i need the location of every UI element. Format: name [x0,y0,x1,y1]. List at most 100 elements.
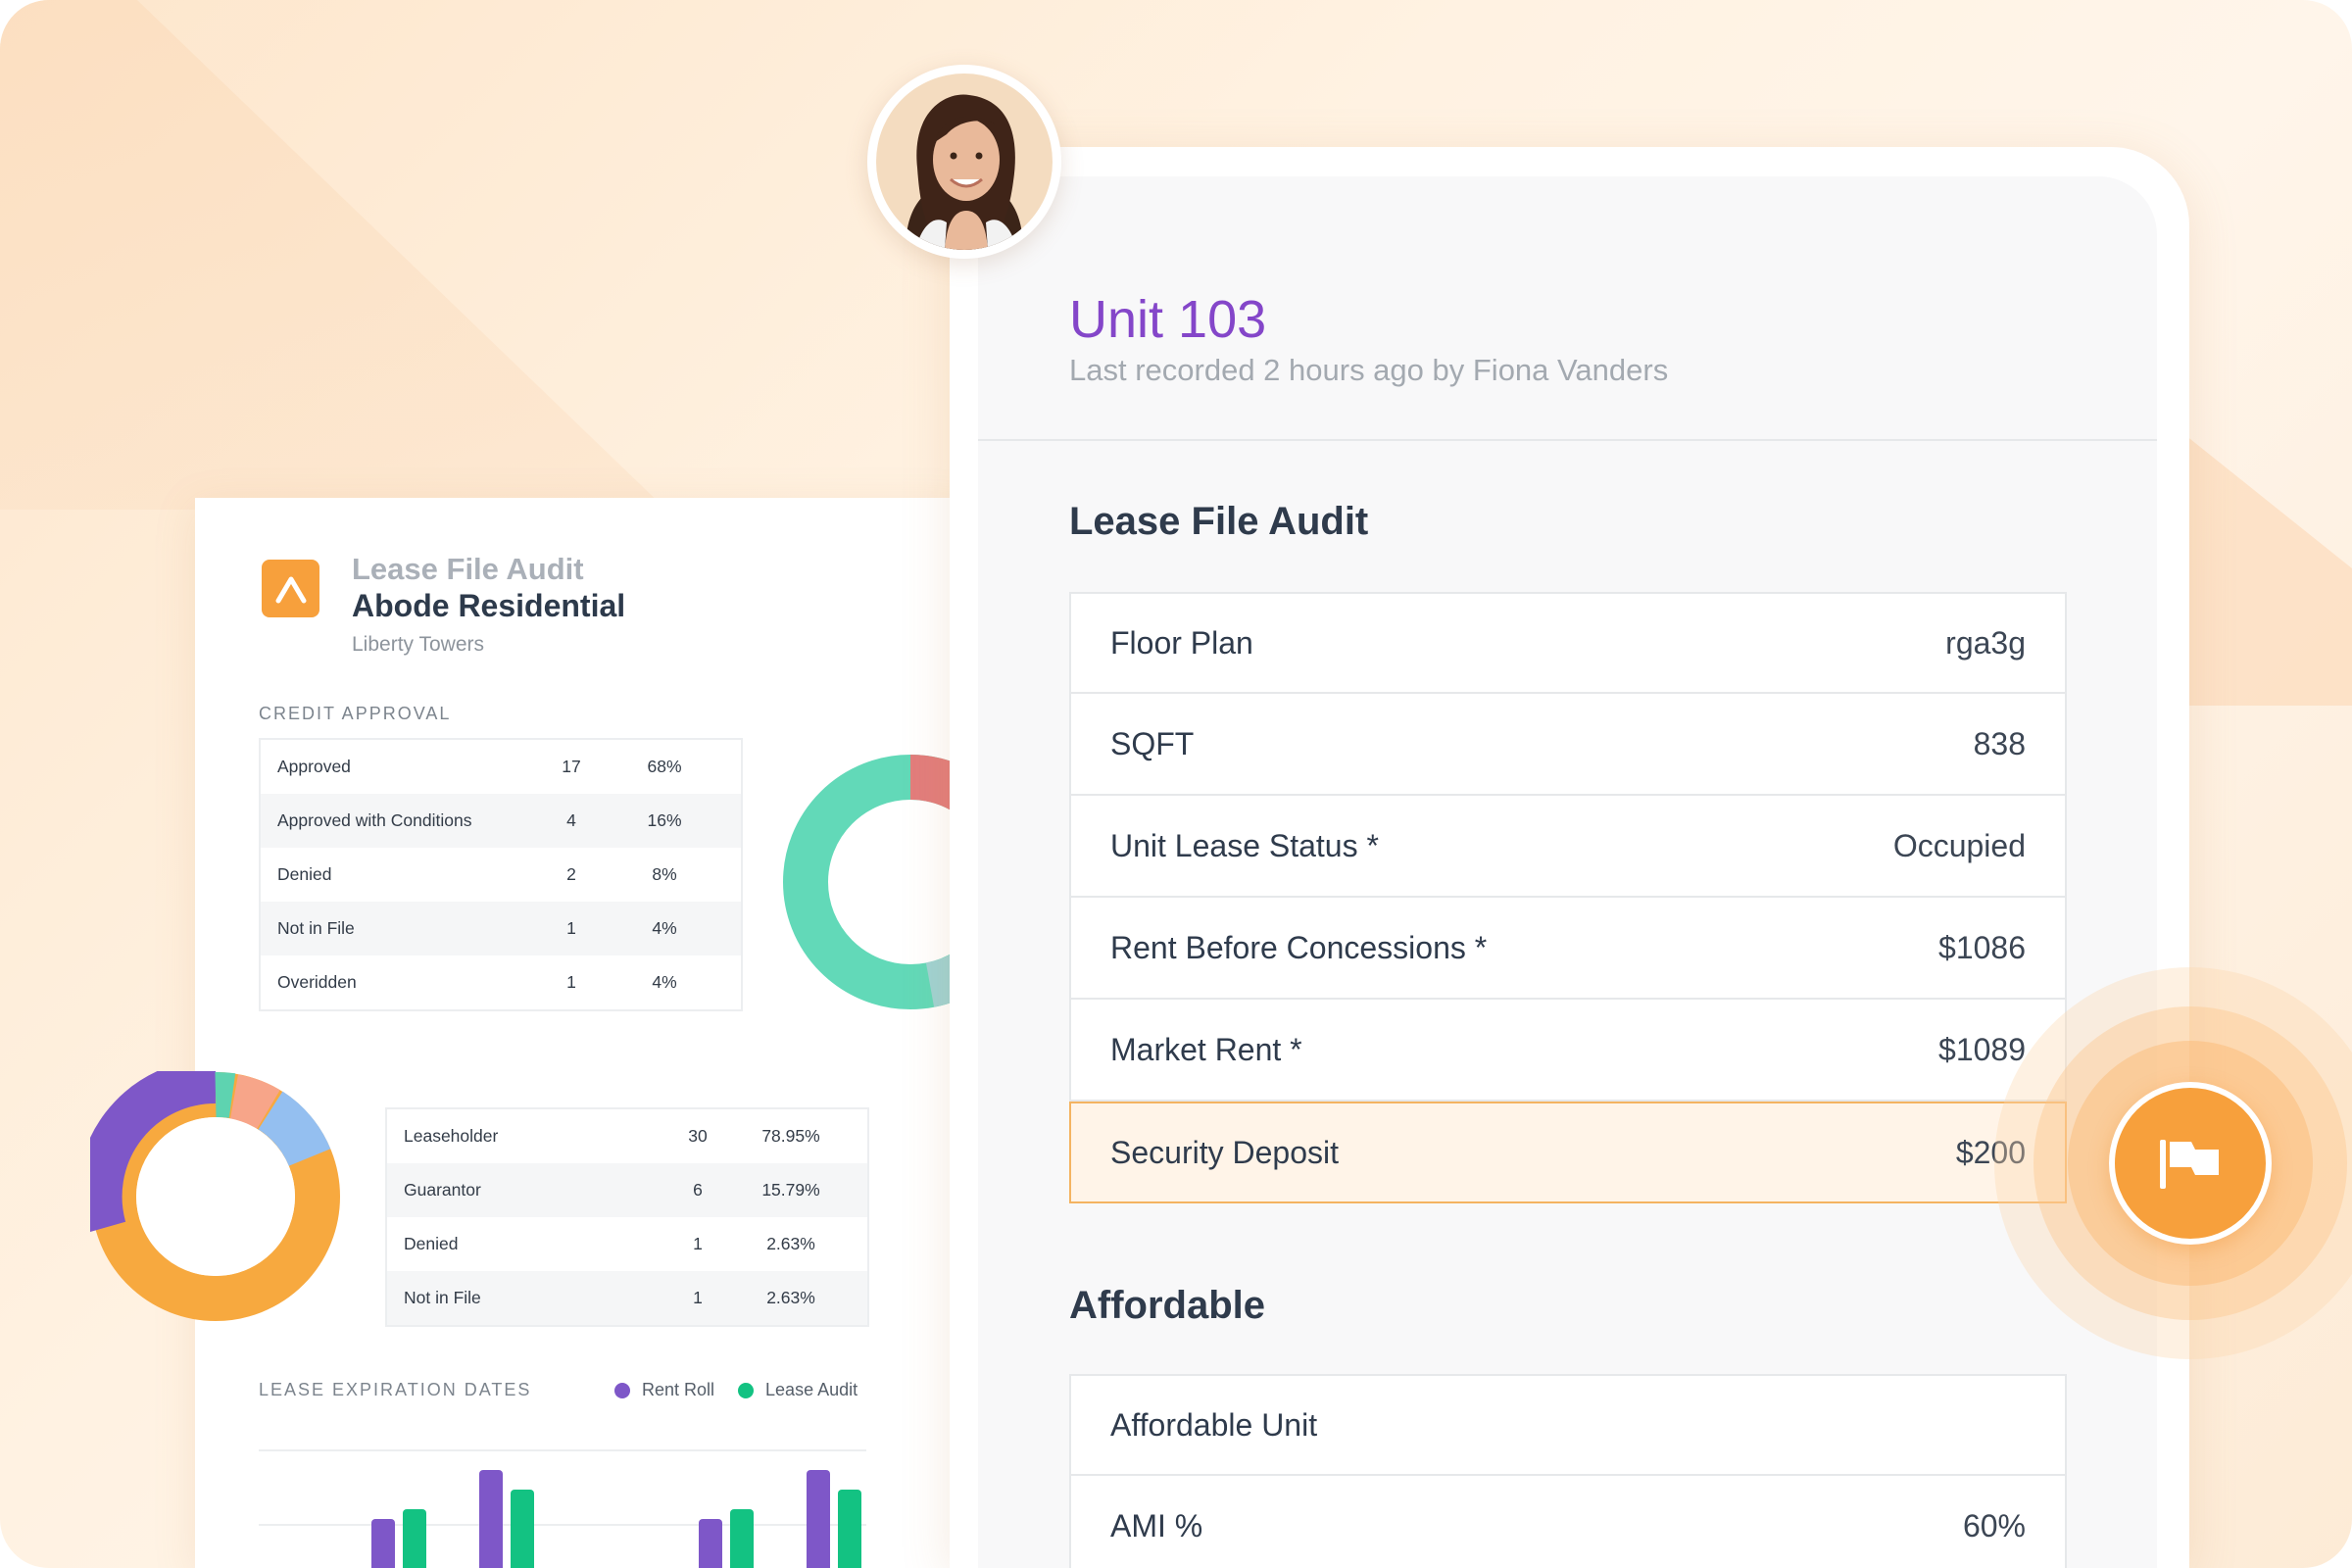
row-label: Approved with Conditions [277,810,472,830]
donut-segment [257,1091,331,1167]
row-percent: 2.63% [766,1234,815,1253]
field-label: Security Deposit [1110,1134,1339,1170]
legend-dot [738,1382,755,1398]
table-row: Approved with Conditions 4 16% [261,794,741,848]
field-label: Rent Before Concessions * [1110,929,1488,965]
field-label: Market Rent * [1110,1031,1302,1067]
row-count: 1 [693,1234,703,1253]
field-label: Unit Lease Status * [1110,827,1379,863]
flag-button-wrapper [1993,966,2352,1378]
table-row: Not in File 1 2.63% [387,1271,867,1325]
report-subtitle: Liberty Towers [352,633,485,656]
chart-legend: Rent Roll Lease Audit [614,1380,881,1400]
field-row-rent-before-concessions[interactable]: Rent Before Concessions * $1086 [1069,898,2067,1000]
bar-rent-roll [699,1519,722,1568]
field-value: $200 [1955,1134,2026,1170]
report-supertitle: Lease File Audit [352,552,584,586]
row-percent: 15.79% [761,1180,820,1200]
bar-lease-audit [511,1490,534,1568]
lease-file-audit-heading: Lease File Audit [1069,500,1369,543]
field-label: SQFT [1110,725,1195,761]
bar-rent-roll [807,1470,830,1568]
row-label: Leaseholder [404,1126,499,1146]
field-value: $1086 [1938,929,2026,965]
row-percent: 68% [647,757,682,776]
legend-item: Rent Roll [614,1380,714,1400]
row-label: Not in File [277,918,355,938]
credit-approval-table: Approved 17 68% Approved with Conditions… [259,738,743,1011]
donut-segment [229,1074,280,1130]
row-label: Denied [277,864,332,884]
field-label: Affordable Unit [1110,1406,1318,1443]
abode-logo-icon [262,560,319,617]
affordable-heading: Affordable [1069,1284,1265,1327]
field-row-floor-plan[interactable]: Floor Plan rga3g [1069,592,2067,694]
row-percent: 4% [652,918,677,938]
row-count: 1 [566,972,576,992]
report-title: Abode Residential [352,588,626,623]
table-row: Overidden 1 4% [261,956,741,1009]
report-card: Lease File Audit Abode Residential Liber… [195,498,1038,1568]
table-row: Leaseholder 30 78.95% [387,1109,867,1163]
row-count: 17 [562,757,581,776]
legend-dot [614,1382,630,1398]
unit-title: Unit 103 [1069,290,1267,349]
legend-label: Rent Roll [642,1380,715,1399]
row-percent: 16% [647,810,682,830]
flag-button[interactable] [2109,1082,2272,1245]
field-value: Occupied [1892,827,2026,863]
field-label: AMI % [1110,1507,1203,1544]
field-label: Floor Plan [1110,624,1253,661]
donut-segment [90,1071,217,1232]
legend-item: Lease Audit [738,1380,858,1400]
unit-header: Unit 103 Last recorded 2 hours ago by Fi… [978,176,2157,441]
field-value: 838 [1973,725,2026,761]
field-value: $1089 [1938,1031,2026,1067]
field-row-affordable-unit[interactable]: Affordable Unit [1069,1374,2067,1476]
affordable-fields: Affordable Unit AMI % 60% [1069,1374,2067,1568]
bar-lease-audit [730,1509,754,1568]
field-row-security-deposit[interactable]: Security Deposit $200 [1069,1102,2067,1203]
legend-label: Lease Audit [765,1380,858,1399]
row-count: 6 [693,1180,703,1200]
field-row-unit-lease-status[interactable]: Unit Lease Status * Occupied [1069,796,2067,898]
lease-expiration-chart [259,1449,866,1568]
row-percent: 2.63% [766,1288,815,1307]
avatar [867,65,1061,259]
field-value: 60% [1962,1507,2026,1544]
row-count: 4 [566,810,576,830]
credit-approval-heading: CREDIT APPROVAL [259,704,452,723]
flag-icon [2160,1140,2219,1189]
leaseholder-donut-chart [90,1071,340,1321]
row-count: 2 [566,864,576,884]
field-value: rga3g [1945,624,2026,661]
table-row: Denied 1 2.63% [387,1217,867,1271]
table-row: Denied 2 8% [261,848,741,902]
user-photo-icon [876,74,1053,250]
row-percent: 4% [652,972,677,992]
unit-last-recorded: Last recorded 2 hours ago by Fiona Vande… [1069,353,1669,387]
bar-rent-roll [479,1470,503,1568]
table-row: Not in File 1 4% [261,902,741,956]
row-label: Overidden [277,972,357,992]
leaseholder-table: Leaseholder 30 78.95% Guarantor 6 15.79%… [385,1107,869,1327]
table-row: Guarantor 6 15.79% [387,1163,867,1217]
row-percent: 8% [652,864,677,884]
donut-hole [136,1117,295,1276]
row-count: 1 [693,1288,703,1307]
field-row-ami-percent[interactable]: AMI % 60% [1069,1476,2067,1568]
row-label: Approved [277,757,351,776]
field-row-market-rent[interactable]: Market Rent * $1089 [1069,1000,2067,1102]
bar-rent-roll [371,1519,395,1568]
row-count: 1 [566,918,576,938]
lease-audit-fields: Floor Plan rga3g SQFT 838 Unit Lease Sta… [1069,592,2067,1203]
bar-lease-audit [838,1490,861,1568]
row-percent: 78.95% [761,1126,820,1146]
row-label: Not in File [404,1288,481,1307]
unit-card: Unit 103 Last recorded 2 hours ago by Fi… [978,176,2157,1568]
table-row: Approved 17 68% [261,740,741,794]
row-label: Guarantor [404,1180,481,1200]
field-row-sqft[interactable]: SQFT 838 [1069,694,2067,796]
row-label: Denied [404,1234,459,1253]
bar-lease-audit [403,1509,426,1568]
